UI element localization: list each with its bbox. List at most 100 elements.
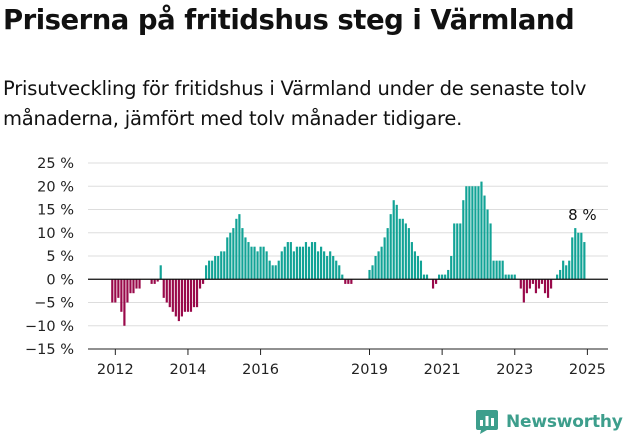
bar	[247, 242, 250, 280]
y-tick-label: −10 %	[25, 319, 74, 335]
bar	[522, 279, 525, 303]
bar	[434, 279, 438, 284]
bar	[347, 279, 350, 284]
bar	[268, 260, 271, 280]
bar	[259, 246, 262, 280]
bar	[344, 279, 347, 284]
bar	[271, 265, 274, 280]
bar	[262, 246, 265, 280]
bar	[540, 279, 544, 284]
grid-lines	[88, 162, 608, 350]
bar	[468, 186, 471, 280]
bar	[438, 274, 441, 280]
y-tick-label: −15 %	[25, 342, 74, 358]
bar	[162, 279, 165, 298]
bar	[398, 218, 401, 280]
x-tick-label: 2025	[569, 362, 606, 378]
bar	[422, 274, 426, 280]
bar	[489, 223, 492, 280]
bar	[277, 260, 280, 280]
bar	[480, 181, 483, 280]
bar	[177, 279, 180, 322]
bar	[123, 279, 126, 326]
bar	[320, 246, 323, 280]
brand-name: Newsworthy	[506, 412, 623, 432]
bar	[250, 246, 253, 280]
bar	[419, 260, 423, 280]
bar	[298, 246, 302, 280]
bar	[450, 256, 453, 280]
bar	[283, 246, 286, 280]
bar	[459, 223, 462, 280]
bar	[132, 279, 135, 294]
bar	[253, 246, 256, 280]
bar	[559, 269, 562, 280]
chart-title: Priserna på fritidshus steg i Värmland	[3, 4, 575, 36]
bar	[329, 251, 332, 280]
bar	[528, 279, 531, 289]
bar	[220, 251, 223, 280]
bar	[471, 186, 474, 280]
bar	[534, 279, 538, 294]
bar	[156, 279, 159, 282]
bar	[543, 279, 547, 294]
x-tick-label: 2012	[97, 362, 134, 378]
bar	[310, 242, 314, 280]
bar	[326, 256, 329, 280]
bar	[159, 265, 162, 280]
bar	[444, 274, 447, 280]
x-tick-label: 2021	[424, 362, 461, 378]
bar	[341, 274, 344, 280]
bar	[501, 260, 504, 280]
bar	[274, 265, 277, 280]
bar	[205, 265, 208, 280]
bar	[568, 260, 571, 280]
last-value-label: 8 %	[568, 206, 597, 224]
bar	[301, 246, 305, 280]
bar	[183, 279, 187, 312]
bar	[477, 186, 480, 280]
x-tick-label: 2023	[496, 362, 533, 378]
bar	[565, 265, 568, 280]
bar	[407, 228, 410, 280]
y-tick-label: 5 %	[46, 249, 74, 265]
bar	[371, 265, 374, 280]
bar	[386, 228, 389, 280]
bar	[465, 186, 468, 280]
bar	[335, 260, 338, 280]
bar	[537, 279, 541, 289]
bar	[265, 251, 268, 280]
bar	[510, 274, 513, 280]
bar	[238, 214, 241, 280]
bar	[577, 232, 580, 280]
bar	[338, 265, 341, 280]
bar	[531, 279, 535, 284]
bar	[165, 279, 168, 303]
newsworthy-brand[interactable]: Newsworthy	[475, 407, 623, 437]
bar	[313, 242, 317, 280]
bar	[549, 279, 553, 289]
bar	[392, 200, 395, 280]
bar	[556, 274, 559, 280]
bar	[174, 279, 177, 317]
bar	[380, 246, 383, 280]
bar-chart: 25 % 20 % 15 % 10 % 5 % 0 % −5 % −10 % −15 % 201…	[25, 156, 608, 378]
bar	[377, 251, 380, 280]
bar	[498, 260, 501, 280]
bar	[217, 256, 220, 280]
bar	[208, 260, 211, 280]
bar	[562, 260, 565, 280]
bar	[374, 256, 377, 280]
bar	[368, 269, 371, 280]
bar	[229, 232, 232, 280]
bar	[192, 279, 196, 308]
bar	[580, 232, 583, 280]
bar	[223, 251, 226, 280]
bar	[232, 228, 235, 280]
y-tick-label: −5 %	[34, 296, 74, 312]
bar	[235, 218, 238, 280]
y-tick-label: 10 %	[37, 226, 74, 242]
bar	[389, 214, 392, 280]
bar	[513, 274, 516, 280]
bar	[492, 260, 495, 280]
